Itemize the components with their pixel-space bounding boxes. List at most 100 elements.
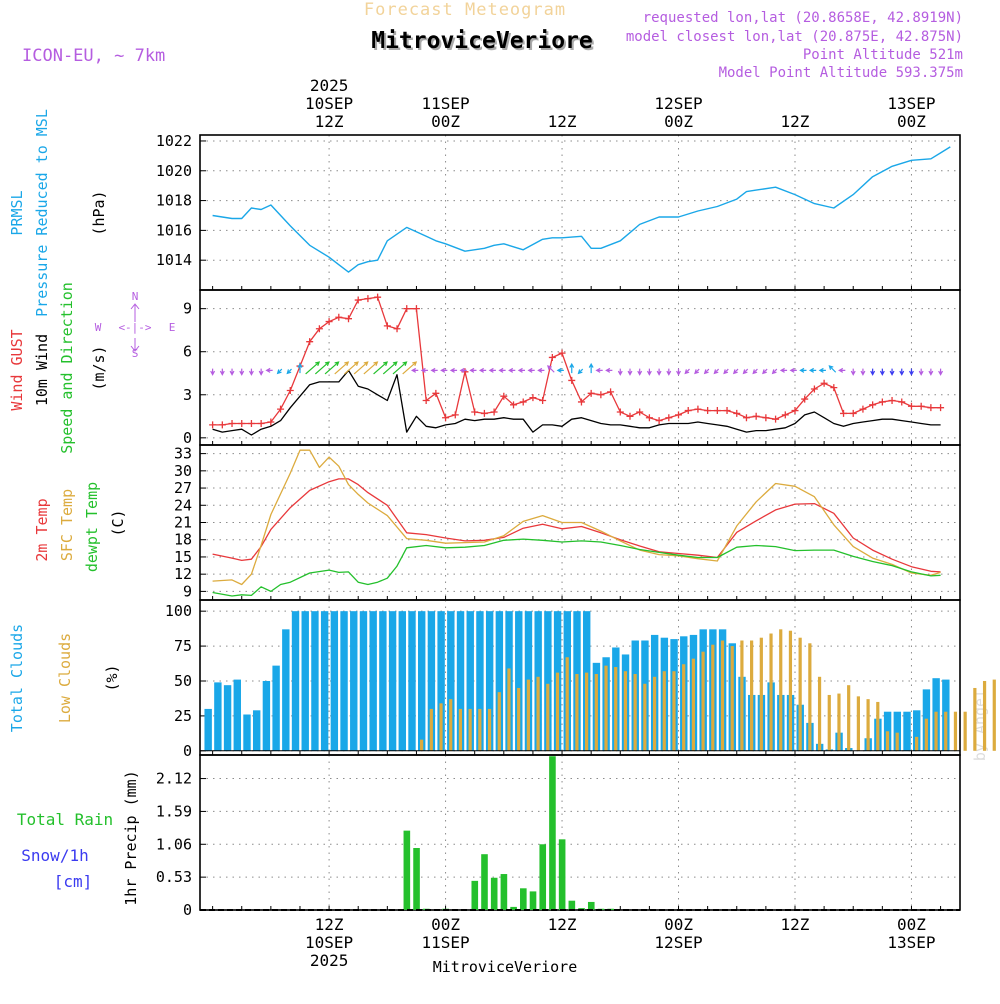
model-altitude: Model Point Altitude 593.375m	[719, 65, 963, 81]
wind-gust-marker	[412, 305, 420, 313]
temp-label-unit: (C)	[109, 509, 127, 536]
wind-gust-marker	[801, 395, 809, 403]
wind-direction-arrow	[410, 367, 419, 373]
wind-direction-arrow	[210, 368, 216, 376]
wind-gust-marker	[597, 391, 605, 399]
wind-gust-marker	[684, 407, 692, 415]
wind-direction-arrow	[547, 365, 555, 373]
y-tick-label: 75	[174, 637, 192, 655]
wind-gust-marker	[286, 386, 294, 394]
total-cloud-bar	[272, 665, 280, 751]
low-cloud-bar	[691, 658, 695, 751]
low-cloud-bar	[730, 646, 734, 751]
wind-direction-arrow	[248, 368, 254, 376]
wind-gust-marker	[878, 398, 886, 406]
low-cloud-bar	[672, 671, 676, 751]
bottom-time-label: 12Z	[781, 915, 810, 934]
wind-direction-arrow	[909, 368, 914, 376]
wind-gust-marker	[723, 407, 731, 415]
wind-gust-marker	[616, 408, 624, 416]
wind-direction-arrow	[850, 368, 856, 376]
wind-direction-arrow	[297, 362, 303, 374]
temp-line-2	[212, 538, 941, 597]
top-time-label: 10SEP	[305, 94, 353, 113]
total-cloud-bar	[408, 611, 416, 751]
total-cloud-bar	[233, 679, 241, 751]
wind-direction-arrow	[569, 362, 575, 374]
wind-gust-marker	[345, 315, 353, 323]
precip-bar	[587, 901, 595, 910]
low-cloud-bar	[487, 708, 492, 751]
wind-gust-marker	[810, 385, 818, 393]
total-cloud-bar	[515, 611, 523, 751]
low-cloud-bar	[788, 630, 793, 751]
wind-gust-marker	[529, 394, 537, 402]
low-cloud-bar	[856, 696, 860, 751]
wind-gust-marker	[587, 389, 595, 397]
wind-gust-marker	[927, 404, 935, 412]
y-tick-label: 33	[174, 445, 192, 463]
low-cloud-bar	[953, 711, 958, 751]
wind-direction-arrow	[808, 367, 817, 373]
wind-direction-arrow	[305, 361, 321, 375]
low-cloud-bar	[478, 708, 482, 751]
total-cloud-bar	[466, 611, 474, 751]
wind-gust-marker	[510, 401, 518, 409]
wind-gust-marker	[306, 338, 314, 346]
wind-gust-marker	[626, 412, 634, 420]
total-cloud-bar	[544, 611, 552, 751]
wind-gust-marker	[742, 414, 750, 422]
low-cloud-bar	[827, 694, 831, 751]
wind-gust-marker	[859, 405, 867, 413]
total-cloud-bar	[340, 611, 348, 751]
y-tick-label: 1.59	[156, 802, 192, 820]
total-cloud-bar	[893, 711, 902, 751]
precip-bar	[481, 854, 488, 910]
low-cloud-bar	[779, 629, 783, 751]
total-cloud-bar	[214, 682, 222, 751]
total-cloud-bar	[485, 611, 494, 751]
wind-direction-arrow	[938, 368, 944, 376]
total-cloud-bar	[359, 611, 368, 751]
wind-direction-arrow	[258, 368, 264, 376]
wind-direction-arrow	[430, 367, 438, 373]
wind-direction-arrow	[742, 368, 749, 375]
compass-ew-arrows: <-|->	[118, 321, 151, 334]
low-cloud-bar	[585, 672, 589, 751]
y-tick-label: 15	[174, 548, 192, 566]
wind-gust-marker	[432, 389, 440, 397]
wind-gust-marker	[568, 376, 576, 384]
point-altitude: Point Altitude 521m	[803, 47, 963, 63]
wind-gust-marker	[869, 401, 877, 409]
y-tick-label: 18	[174, 531, 192, 549]
total-cloud-bar	[243, 714, 251, 751]
wind-direction-arrow	[219, 368, 225, 376]
wind-gust-marker	[645, 414, 653, 422]
top-time-label: 13SEP	[887, 94, 935, 113]
wind-label-gust: Wind GUST	[8, 329, 26, 410]
wind-direction-arrow	[646, 368, 652, 376]
total-cloud-bar	[252, 710, 261, 751]
wind-gust-marker	[840, 409, 848, 417]
wind-gust-marker	[694, 405, 702, 413]
cloud-label-low: Low Clouds	[56, 633, 74, 723]
top-time-label: 12Z	[548, 112, 577, 131]
wind-gust-marker	[247, 419, 255, 427]
precip-bar	[549, 756, 556, 910]
total-cloud-bar	[350, 611, 358, 751]
wind-direction-arrow	[818, 367, 826, 373]
wind-gust-marker	[752, 412, 760, 420]
y-tick-label: 9	[183, 300, 192, 318]
compass-n: N	[132, 290, 139, 303]
wind-direction-arrow	[627, 368, 633, 376]
panel-frame	[199, 289, 961, 446]
wind-gust-marker	[325, 318, 333, 326]
total-cloud-bar	[437, 611, 445, 751]
y-tick-label: 6	[183, 343, 192, 361]
wind-gust-marker	[713, 407, 721, 415]
wind-direction-arrow	[838, 367, 846, 373]
total-cloud-bar	[291, 611, 300, 751]
y-tick-label: 9	[183, 582, 192, 600]
precip-bar	[403, 830, 411, 910]
wind-direction-arrow	[870, 368, 876, 376]
